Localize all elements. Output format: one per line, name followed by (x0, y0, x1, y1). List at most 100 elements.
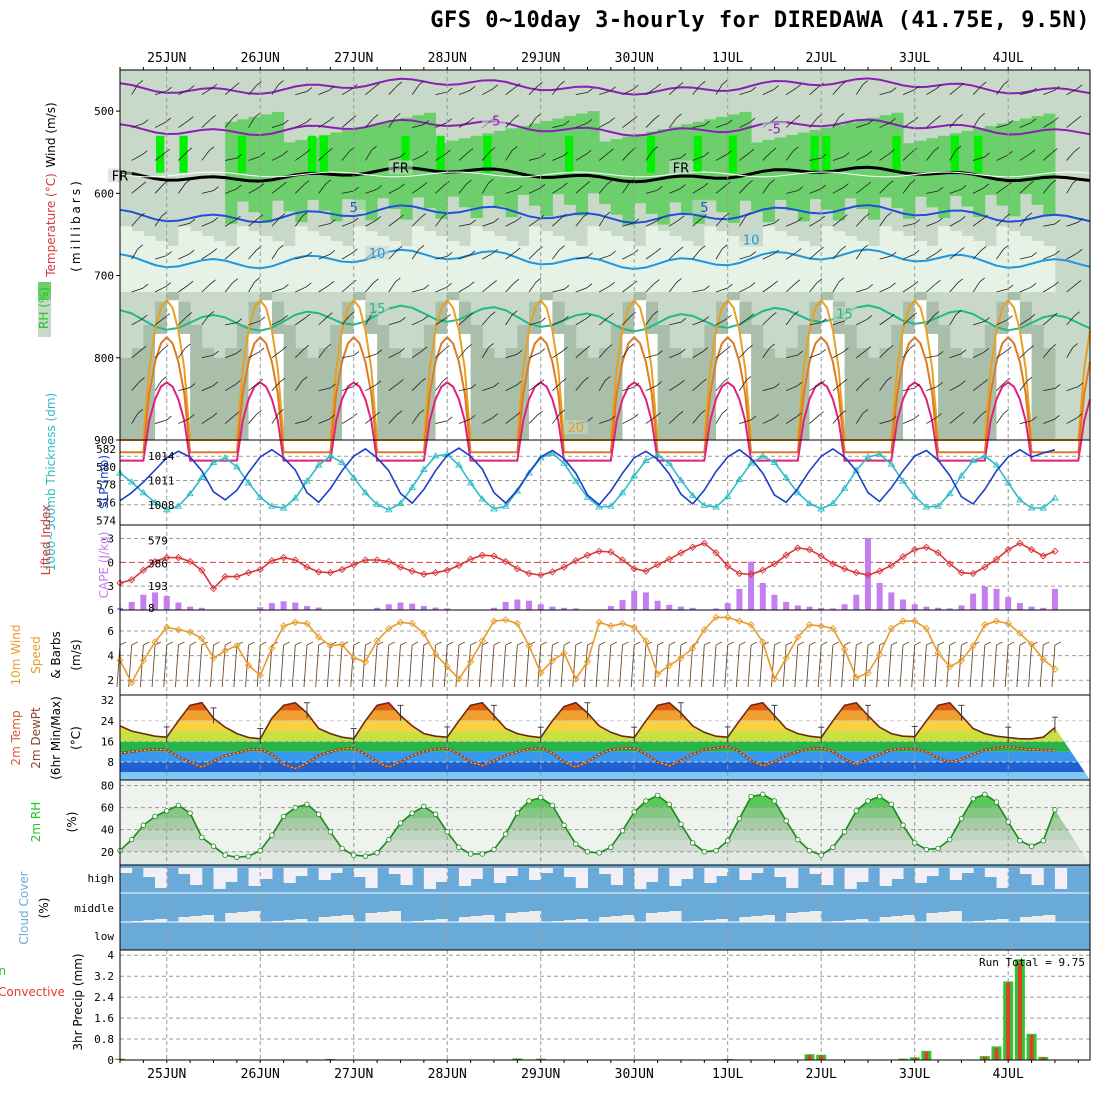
rh-band-mid (318, 236, 331, 292)
rh2m-line-marker (876, 793, 883, 800)
lifted-index-line-marker (350, 561, 358, 569)
lifted-index-line-marker (256, 565, 264, 574)
wind-barb-feather (840, 245, 847, 251)
wind-barb-feather (563, 315, 569, 321)
wind-barb (949, 149, 957, 161)
wind-barb (505, 118, 515, 128)
rh-band-moist (716, 116, 729, 213)
wind-barb (225, 188, 237, 194)
wind-barb-feather (1026, 376, 1033, 382)
cloud-middle-gap (318, 917, 331, 922)
wind-barb-feather (400, 317, 406, 322)
rh-band-saturated (319, 135, 328, 173)
cape-bar (292, 602, 299, 610)
wind-barb (1019, 380, 1028, 391)
wind-barb (318, 254, 330, 260)
rh-band-mid (645, 226, 659, 292)
wind-barb (505, 87, 516, 95)
rh-band-moist (353, 127, 366, 210)
wind-barb (996, 413, 1004, 424)
wind-speed-line-marker (186, 628, 194, 636)
wind-barb (1019, 256, 1032, 260)
wind-barb-feather (282, 150, 288, 156)
temperature-legend-label: Temperature (°C) (44, 173, 58, 278)
wind-barb-feather (587, 252, 593, 258)
cloud-level-label: high (88, 872, 115, 885)
wind-barb (482, 417, 493, 424)
lifted-index-line-marker (759, 566, 767, 574)
wind-barb (224, 117, 234, 128)
wind-barb-10m (151, 644, 156, 688)
wind-barb-feather (912, 281, 919, 286)
wind-barb (785, 252, 797, 260)
temperature-fill (120, 702, 1090, 780)
wind-barb (505, 416, 516, 424)
thickness-line-marker (712, 503, 720, 510)
wind-barb (271, 413, 279, 424)
wind-barb-feather (609, 281, 615, 287)
rh2m-line-marker (421, 803, 427, 810)
rh-band-low (669, 348, 682, 440)
wind-barb-10m (677, 644, 682, 688)
wind-barb (972, 250, 982, 260)
precip-convective-bar (1029, 1035, 1034, 1060)
wind-barb-10m (735, 644, 740, 688)
thickness-line-marker (525, 469, 533, 476)
wind-barb (505, 189, 518, 194)
wind-barb (1042, 183, 1052, 194)
wind-barb-feather (655, 247, 661, 253)
wind-barb (528, 414, 538, 424)
wind-barb-feather (913, 85, 920, 91)
wind-barb (645, 354, 658, 359)
wind-barb-feather (514, 247, 521, 253)
rh-band-mid (248, 231, 261, 292)
wind-barb-feather (161, 376, 167, 381)
wind-barb (505, 353, 518, 359)
wind-barb-10m-feather (224, 641, 232, 646)
wind-barb (1042, 348, 1052, 359)
wind-barb-feather (955, 145, 962, 151)
wind-barb-feather (257, 214, 264, 219)
wind-speed-line-marker (338, 640, 346, 649)
wind-speed-line-marker (209, 654, 218, 662)
bottom-date-label: 3JUL (899, 1067, 930, 1082)
cloud-high-gap (458, 868, 472, 886)
cloud-high-gap (330, 868, 343, 873)
wind-barb-feather (890, 87, 897, 92)
wind-barb (949, 189, 962, 194)
wind-barb (622, 183, 630, 194)
rh-band-mid (225, 245, 238, 292)
rh-band-mid (295, 226, 308, 292)
cape-bar (864, 537, 871, 610)
wind-barb (855, 248, 864, 260)
wind-barb-feather (395, 113, 401, 118)
isotherm-minus-5 (119, 118, 1091, 137)
wind-barb (201, 416, 213, 424)
thickness-line-marker (899, 477, 907, 484)
rh-band-moist (856, 120, 869, 209)
wind-barb-feather (937, 351, 944, 356)
wind-barb-feather (979, 277, 985, 283)
wind-speed-line-marker (876, 650, 884, 658)
wind-barb-10m-feather (552, 641, 559, 646)
contour-label: 10 (743, 234, 760, 249)
wind-barb (762, 151, 772, 161)
cloud-middle-gap (330, 916, 343, 922)
rh-band-low (1031, 324, 1044, 440)
wind-barb (341, 88, 353, 96)
rh-band-mid (447, 241, 460, 292)
cloud-high-gap (365, 868, 378, 888)
contour-label: 15 (369, 302, 386, 317)
wind-barb (388, 85, 398, 95)
wind-barb-feather (606, 344, 613, 350)
wind-speed-line-marker (840, 645, 849, 654)
dewpoint-line-dash (119, 745, 1055, 769)
wind-barb-feather (1050, 179, 1057, 185)
rh-band-mid (575, 245, 588, 292)
wind-barb-feather (535, 113, 542, 119)
wind-barb (739, 317, 750, 326)
wind-barb (949, 384, 961, 392)
cloud-high-gap (1054, 868, 1068, 889)
precip-convective-bar (819, 1055, 824, 1060)
wind-barb (622, 120, 633, 128)
